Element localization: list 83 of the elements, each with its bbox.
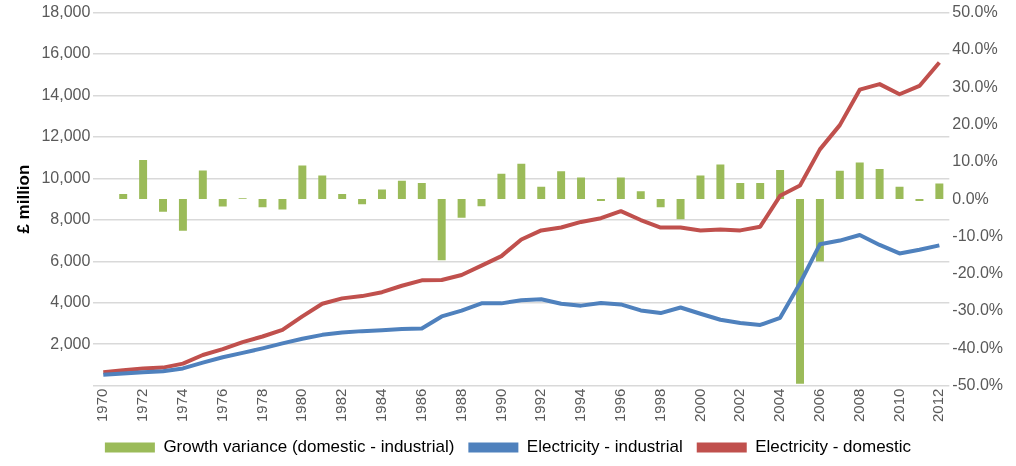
bar xyxy=(417,183,426,200)
bar xyxy=(895,186,904,200)
bar xyxy=(198,170,207,200)
y2-tick-label: 0.0% xyxy=(952,189,989,207)
x-tick-label: 2004 xyxy=(770,388,788,423)
y-tick-label: 8,000 xyxy=(50,210,91,228)
bar xyxy=(338,193,347,200)
bar xyxy=(676,199,685,220)
bar xyxy=(457,199,466,218)
y-tick-label: 14,000 xyxy=(41,85,91,103)
y-tick-label: 12,000 xyxy=(41,127,91,145)
bar xyxy=(517,163,526,200)
x-tick-label: 1980 xyxy=(292,388,310,423)
bar xyxy=(855,162,864,200)
x-tick-label: 1970 xyxy=(93,388,111,423)
y2-tick-label: -40.0% xyxy=(952,338,1004,356)
bar xyxy=(258,199,267,208)
y2-tick-label: 20.0% xyxy=(952,114,998,132)
y-tick-label: 10,000 xyxy=(41,168,91,186)
x-tick-label: 1994 xyxy=(571,388,589,423)
y-tick-label: 18,000 xyxy=(41,3,91,21)
y2-tick-label: -10.0% xyxy=(952,226,1004,244)
bar xyxy=(358,199,367,205)
x-tick-label: 1988 xyxy=(451,388,469,423)
bar xyxy=(756,183,765,200)
x-tick-label: 1972 xyxy=(133,388,151,423)
bar xyxy=(119,193,128,200)
legend-label: Electricity - industrial xyxy=(526,437,683,457)
bar xyxy=(835,170,844,200)
legend-label: Growth variance (domestic - industrial) xyxy=(163,437,455,457)
x-tick-label: 1996 xyxy=(610,388,628,423)
legend-label: Electricity - domestic xyxy=(755,437,912,457)
x-tick-label: 2000 xyxy=(690,388,708,423)
bar xyxy=(616,177,625,200)
bar xyxy=(378,189,386,200)
x-tick-label: 1986 xyxy=(411,388,429,423)
y2-tick-label: 10.0% xyxy=(952,152,998,170)
x-tick-label: 2006 xyxy=(810,388,828,423)
bar xyxy=(736,183,745,200)
bar xyxy=(318,175,327,200)
bar xyxy=(875,168,884,200)
bar xyxy=(278,199,287,210)
y2-tick-label: -20.0% xyxy=(952,264,1004,282)
bar xyxy=(557,171,566,200)
bar xyxy=(139,159,148,200)
y-tick-label: 6,000 xyxy=(50,251,91,269)
x-tick-label: 1990 xyxy=(491,388,509,423)
bar xyxy=(437,199,446,261)
x-tick-label: 1998 xyxy=(650,388,668,423)
x-tick-label: 2012 xyxy=(929,388,947,423)
y2-tick-label: 40.0% xyxy=(952,40,998,58)
x-tick-label: 2008 xyxy=(849,388,867,423)
bar xyxy=(696,175,705,200)
x-tick-label: 1978 xyxy=(252,388,270,423)
bar xyxy=(636,191,645,200)
y-axis-title: £ million xyxy=(13,164,33,234)
bar xyxy=(656,199,665,208)
bar xyxy=(716,164,725,200)
x-tick-label: 1984 xyxy=(372,388,390,423)
x-tick-label: 2010 xyxy=(889,388,907,423)
bar xyxy=(935,183,944,200)
bar xyxy=(397,180,406,200)
y2-tick-label: -50.0% xyxy=(952,376,1004,394)
y2-tick-label: -30.0% xyxy=(952,301,1004,319)
bar xyxy=(537,186,546,200)
y-tick-label: 2,000 xyxy=(50,334,91,352)
bar xyxy=(815,199,824,262)
x-tick-label: 2002 xyxy=(730,388,748,423)
x-tick-label: 1992 xyxy=(531,388,549,423)
bar xyxy=(796,199,804,384)
y2-tick-label: 50.0% xyxy=(952,3,998,21)
x-tick-label: 1974 xyxy=(173,388,191,423)
x-tick-label: 1982 xyxy=(332,388,350,423)
x-tick-label: 1976 xyxy=(212,388,230,423)
bar xyxy=(178,199,187,231)
bar xyxy=(577,177,586,200)
bar xyxy=(298,165,307,200)
y2-tick-label: 30.0% xyxy=(952,77,998,95)
bar xyxy=(159,199,167,212)
y-tick-label: 16,000 xyxy=(41,44,91,62)
y-tick-label: 4,000 xyxy=(50,293,91,311)
bar xyxy=(218,199,227,207)
bar xyxy=(497,173,506,200)
